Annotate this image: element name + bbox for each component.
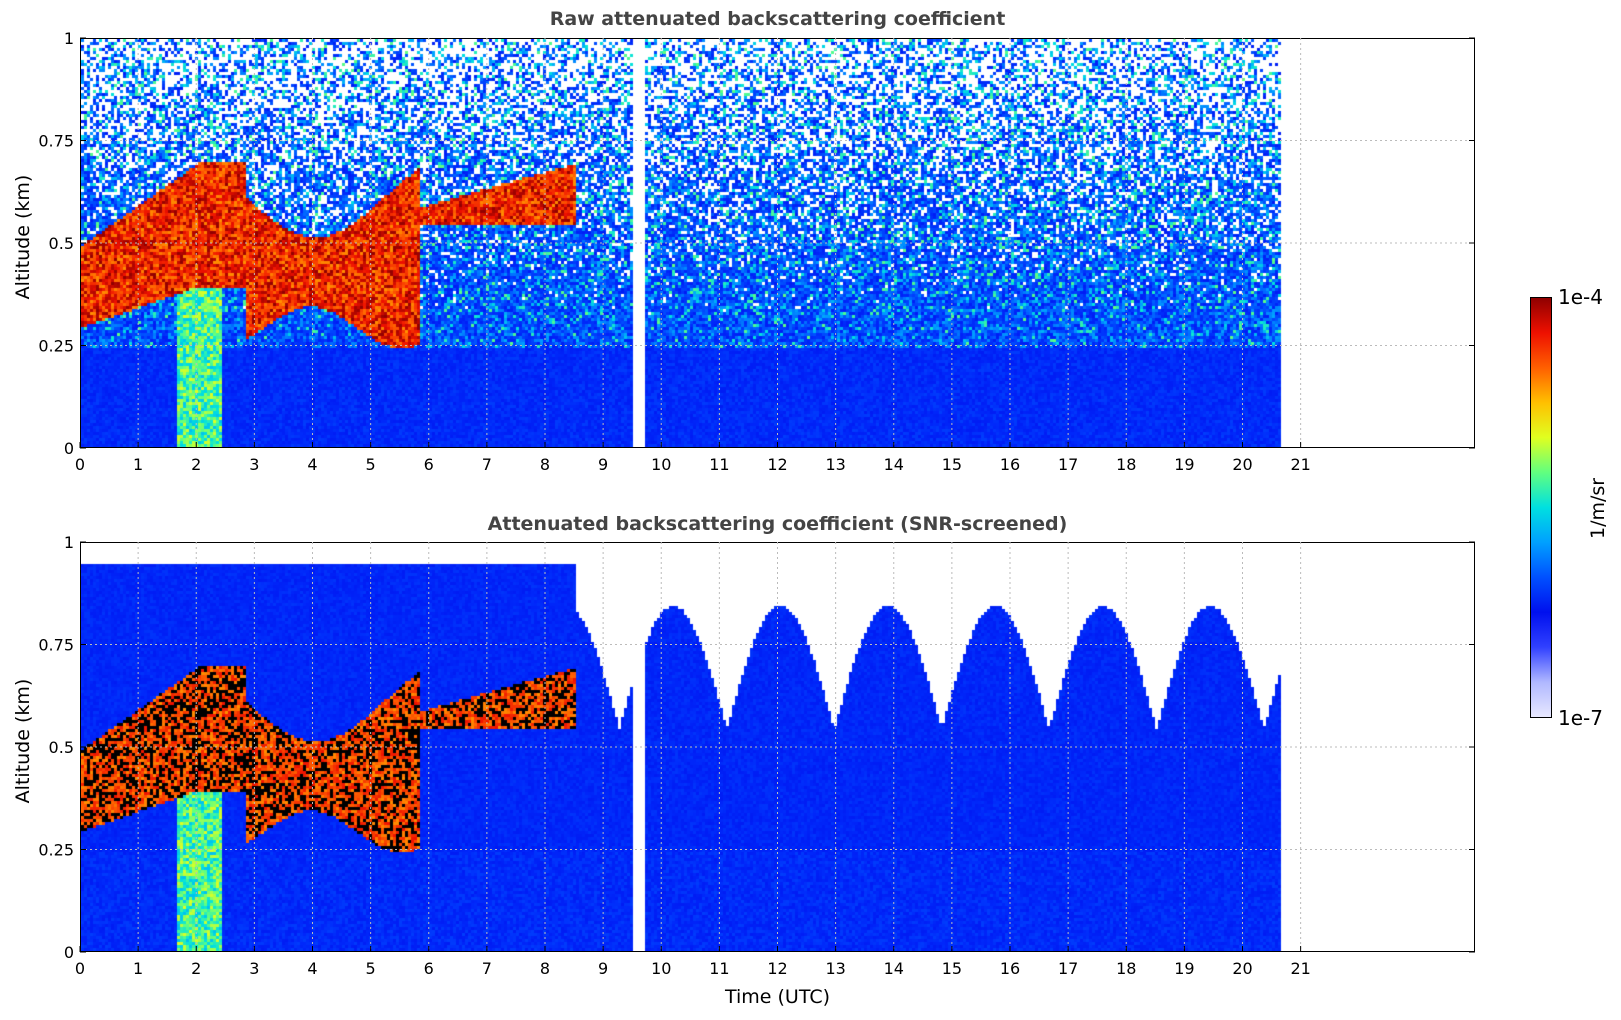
x-tick-label: 8 [540,959,550,978]
x-tick-label: 0 [75,455,85,474]
x-tick-label: 0 [75,959,85,978]
panel-2-title: Attenuated backscattering coefficient (S… [487,513,1068,535]
x-tick-label: 9 [598,455,608,474]
x-tick-label: 16 [1000,455,1020,474]
x-tick-label: 5 [366,959,376,978]
x-tick-label: 4 [307,959,317,978]
x-tick-label: 19 [1174,455,1194,474]
x-tick-label: 21 [1290,959,1310,978]
x-tick-label: 13 [825,959,845,978]
colorbar-min-label: 1e-7 [1558,706,1603,730]
y-tick-label: 0 [64,439,74,458]
x-tick-label: 2 [191,455,201,474]
y-tick-label: 0.5 [49,738,74,757]
x-tick-label: 15 [942,959,962,978]
x-tick-label: 14 [884,455,904,474]
x-tick-label: 14 [884,959,904,978]
x-tick-label: 6 [424,455,434,474]
panel-1-title: Raw attenuated backscattering coefficien… [549,8,1006,30]
colorbar-unit-label: 1/m/sr [1587,477,1609,539]
panel-2-xlabel: Time (UTC) [724,986,831,1008]
x-tick-label: 11 [709,455,729,474]
x-tick-label: 1 [133,959,143,978]
x-tick-label: 3 [249,455,259,474]
x-tick-label: 4 [307,455,317,474]
x-tick-label: 20 [1232,455,1252,474]
x-tick-label: 17 [1058,959,1078,978]
x-tick-label: 18 [1116,455,1136,474]
y-tick-label: 0.75 [38,636,74,655]
y-tick-label: 0.5 [49,234,74,253]
x-tick-label: 13 [825,455,845,474]
y-tick-label: 1 [64,29,74,48]
x-tick-label: 12 [767,455,787,474]
x-tick-label: 1 [133,455,143,474]
y-tick-label: 0.75 [38,132,74,151]
x-tick-label: 21 [1290,455,1310,474]
colorbar-max-label: 1e-4 [1558,285,1603,309]
y-tick-label: 0 [64,943,74,962]
x-tick-label: 5 [366,455,376,474]
y-tick-label: 1 [64,533,74,552]
x-tick-label: 9 [598,959,608,978]
x-tick-label: 8 [540,455,550,474]
x-tick-label: 15 [942,455,962,474]
x-tick-label: 6 [424,959,434,978]
x-tick-label: 16 [1000,959,1020,978]
colorbar [1530,297,1552,718]
y-tick-label: 0.25 [38,337,74,356]
x-tick-label: 3 [249,959,259,978]
y-tick-label: 0.25 [38,841,74,860]
x-tick-label: 10 [651,455,671,474]
x-tick-label: 19 [1174,959,1194,978]
x-tick-label: 12 [767,959,787,978]
x-tick-label: 7 [482,455,492,474]
x-tick-label: 20 [1232,959,1252,978]
x-tick-label: 11 [709,959,729,978]
x-tick-label: 17 [1058,455,1078,474]
x-tick-label: 10 [651,959,671,978]
x-tick-label: 18 [1116,959,1136,978]
x-tick-label: 7 [482,959,492,978]
x-tick-label: 2 [191,959,201,978]
